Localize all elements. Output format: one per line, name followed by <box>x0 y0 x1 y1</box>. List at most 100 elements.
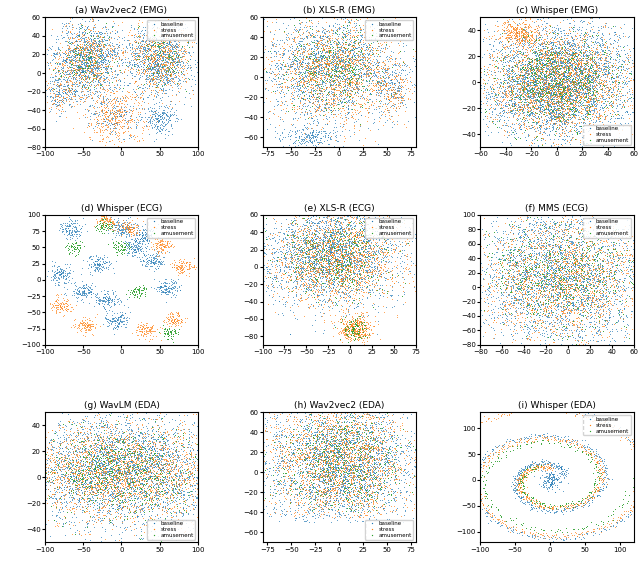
Point <box>376 262 387 271</box>
Point <box>97 475 108 484</box>
Point <box>561 253 572 263</box>
Point <box>302 258 312 267</box>
Point <box>605 47 615 56</box>
Point <box>301 269 312 278</box>
Point <box>67 302 77 312</box>
Point <box>303 285 314 294</box>
Point <box>570 436 580 445</box>
Point <box>289 36 299 46</box>
Point <box>281 104 291 113</box>
Point <box>555 113 565 122</box>
Point <box>145 474 155 483</box>
Point <box>301 104 311 113</box>
Point <box>372 425 383 434</box>
Point <box>563 530 573 539</box>
Point <box>526 276 536 285</box>
Point <box>320 253 330 263</box>
Point <box>95 81 106 90</box>
Point <box>539 264 549 273</box>
Point <box>132 512 143 521</box>
Point <box>326 260 336 269</box>
Point <box>348 295 358 305</box>
Point <box>318 295 328 304</box>
Point <box>134 283 145 292</box>
Point <box>351 248 362 257</box>
Point <box>338 490 348 500</box>
Point <box>123 225 133 234</box>
Point <box>118 244 128 253</box>
Point <box>583 53 593 62</box>
Point <box>320 473 330 482</box>
Point <box>318 269 328 279</box>
Point <box>582 86 593 95</box>
Point <box>394 103 404 113</box>
Point <box>315 287 325 297</box>
Point <box>356 482 367 491</box>
Point <box>323 425 333 434</box>
Point <box>81 72 91 81</box>
Point <box>71 250 81 259</box>
Point <box>580 25 591 34</box>
Point <box>275 100 285 110</box>
Point <box>169 316 179 325</box>
Point <box>71 68 81 77</box>
Point <box>595 248 605 257</box>
Point <box>61 436 71 445</box>
Point <box>338 472 348 481</box>
Point <box>259 260 269 269</box>
Point <box>556 464 566 473</box>
Point <box>126 484 136 493</box>
Point <box>65 439 76 448</box>
Point <box>70 499 80 508</box>
Point <box>576 58 586 68</box>
Point <box>332 85 342 94</box>
Point <box>355 107 365 116</box>
Point <box>133 517 143 526</box>
Point <box>81 462 92 471</box>
Point <box>540 70 550 80</box>
Point <box>513 440 523 449</box>
Point <box>106 444 116 454</box>
Point <box>60 299 70 308</box>
Point <box>536 236 547 245</box>
Point <box>125 224 136 234</box>
Point <box>394 80 404 89</box>
Point <box>556 139 566 148</box>
Point <box>182 29 192 38</box>
Point <box>94 459 104 468</box>
Point <box>479 49 489 58</box>
Point <box>347 425 357 434</box>
Point <box>77 516 88 525</box>
Point <box>540 295 550 305</box>
Point <box>544 249 554 258</box>
Point <box>540 87 550 96</box>
Point <box>355 478 365 488</box>
Point <box>508 40 518 50</box>
Point <box>160 278 170 287</box>
Point <box>312 102 323 111</box>
Point <box>334 74 344 83</box>
Point <box>497 103 508 113</box>
Point <box>374 413 385 422</box>
Point <box>49 467 60 476</box>
Point <box>556 57 566 66</box>
Point <box>366 434 376 443</box>
Point <box>365 34 376 43</box>
Point <box>145 63 156 73</box>
Point <box>535 47 545 57</box>
Point <box>557 302 568 312</box>
Point <box>83 25 93 34</box>
Point <box>570 87 580 96</box>
Point <box>323 450 333 459</box>
Point <box>97 518 107 527</box>
Point <box>317 96 327 105</box>
Point <box>603 66 613 76</box>
Point <box>276 439 286 448</box>
Point <box>103 477 113 486</box>
Point <box>505 80 515 89</box>
Point <box>350 68 360 77</box>
Point <box>384 469 394 478</box>
Point <box>48 48 58 57</box>
Point <box>77 14 88 24</box>
Point <box>164 248 174 257</box>
